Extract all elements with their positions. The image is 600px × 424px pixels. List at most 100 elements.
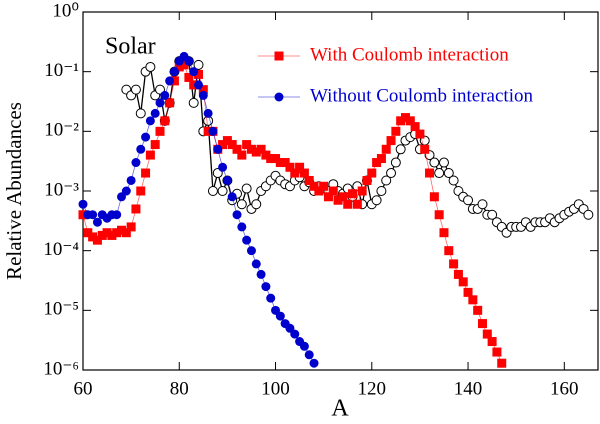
square-marker — [333, 195, 343, 205]
square-marker — [97, 230, 107, 240]
square-marker — [367, 168, 377, 178]
square-marker — [343, 199, 353, 209]
circle-marker — [155, 98, 165, 108]
circle-marker — [299, 341, 309, 351]
square-marker — [381, 144, 391, 154]
square-marker — [473, 305, 483, 315]
square-marker — [492, 347, 502, 357]
x-axis-label: A — [331, 396, 349, 422]
square-marker — [246, 144, 256, 154]
square-marker — [78, 210, 88, 220]
square-marker — [458, 277, 468, 287]
square-marker — [444, 246, 454, 256]
square-marker — [357, 186, 367, 196]
square-marker — [328, 186, 338, 196]
square-marker — [463, 287, 473, 297]
square-marker — [102, 228, 112, 238]
circle-marker — [213, 144, 223, 154]
square-marker — [117, 225, 127, 235]
open-circle-marker — [130, 84, 141, 95]
square-marker — [174, 62, 184, 72]
open-circle-marker — [443, 168, 454, 179]
x-tick-label: 60 — [74, 378, 93, 399]
square-marker — [256, 144, 266, 154]
x-tick-label: 140 — [454, 378, 483, 399]
square-marker — [169, 76, 179, 86]
circle-marker — [141, 132, 151, 142]
square-marker — [218, 140, 228, 150]
square-marker — [362, 175, 372, 185]
circle-marker — [131, 158, 141, 168]
square-marker — [410, 122, 420, 132]
square-marker — [131, 204, 141, 214]
circle-marker — [169, 67, 179, 77]
open-circle-marker — [188, 97, 199, 108]
square-marker — [299, 168, 309, 178]
square-marker — [280, 158, 290, 168]
square-marker — [400, 113, 410, 123]
square-marker — [92, 235, 102, 245]
square-marker — [112, 228, 122, 238]
open-circle-marker — [395, 144, 406, 155]
square-marker — [136, 186, 146, 196]
circle-marker — [78, 199, 88, 209]
square-marker — [155, 126, 165, 136]
circle-marker — [165, 76, 175, 86]
square-marker — [482, 329, 492, 339]
circle-marker — [88, 210, 98, 220]
square-marker — [184, 72, 194, 82]
y-tick-label: 10⁻⁶ — [43, 358, 79, 379]
open-circle-marker — [583, 209, 594, 220]
square-marker — [376, 154, 386, 164]
open-circle-marker — [145, 61, 156, 72]
circle-marker — [121, 186, 131, 196]
circle-marker — [126, 175, 136, 185]
circle-marker — [208, 126, 218, 136]
legend-label: Without Coulomb interaction — [310, 85, 533, 106]
circle-marker — [92, 217, 102, 227]
open-circle-marker — [371, 195, 382, 206]
square-marker — [434, 210, 444, 220]
square-marker — [150, 140, 160, 150]
square-marker — [396, 116, 406, 126]
open-circle-marker — [390, 157, 401, 168]
square-marker — [232, 144, 242, 154]
circle-marker — [256, 269, 266, 279]
square-marker — [160, 116, 170, 126]
square-marker — [415, 129, 425, 139]
y-tick-label: 10⁰ — [52, 0, 79, 21]
open-circle-marker — [463, 195, 474, 206]
square-marker — [314, 186, 324, 196]
square-marker — [290, 168, 300, 178]
circle-marker — [232, 210, 242, 220]
square-marker — [449, 259, 459, 269]
annotation: Solar — [105, 34, 156, 60]
square-marker — [203, 126, 213, 136]
square-marker — [251, 147, 261, 157]
open-circle-marker — [381, 175, 392, 186]
open-circle-marker — [448, 175, 459, 186]
y-tick-label: 10⁻² — [44, 120, 79, 141]
open-circle-marker — [207, 186, 218, 196]
square-marker — [194, 69, 204, 79]
circle-marker — [194, 80, 204, 90]
y-tick-label: 10⁻⁴ — [43, 239, 79, 260]
square-marker — [304, 175, 314, 185]
circle-marker — [266, 293, 276, 303]
square-marker — [107, 230, 117, 240]
square-marker — [420, 144, 430, 154]
square-marker — [198, 85, 208, 95]
open-circle-marker — [236, 199, 247, 210]
square-marker — [453, 269, 463, 279]
y-tick-label: 10⁻⁵ — [43, 299, 79, 320]
square-marker — [352, 199, 362, 209]
square-marker — [497, 358, 507, 368]
legend-marker — [274, 51, 284, 61]
circle-marker — [227, 192, 237, 202]
square-marker — [323, 192, 333, 202]
open-circle-marker — [376, 186, 387, 196]
circle-marker — [189, 67, 199, 77]
square-marker — [271, 154, 281, 164]
y-axis-label: Relative Abundances — [2, 102, 26, 280]
